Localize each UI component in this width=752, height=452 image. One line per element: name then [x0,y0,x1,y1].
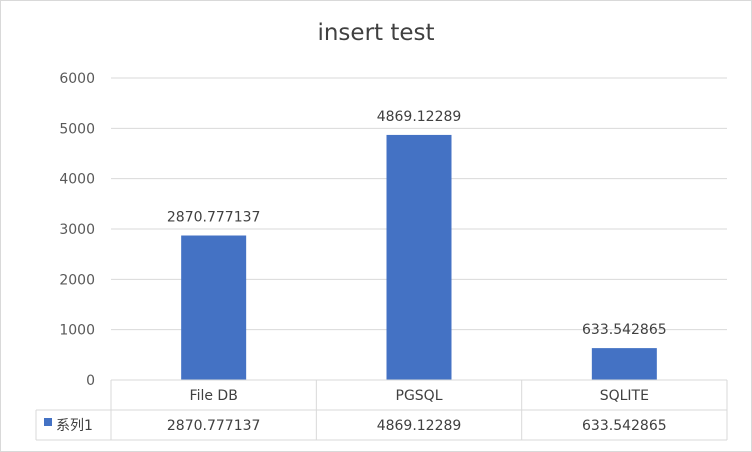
y-tick-label: 2000 [59,272,95,288]
x-tick-label: SQLITE [600,388,649,404]
table-value: 633.542865 [582,418,667,434]
y-tick-label: 3000 [59,222,95,238]
y-tick-label: 1000 [59,323,95,339]
data-label: 2870.777137 [167,210,261,226]
y-tick-label: 4000 [59,172,95,188]
table-value: 4869.12289 [377,418,462,434]
x-tick-label: File DB [190,388,238,404]
y-tick-label: 5000 [59,121,95,137]
y-tick-label: 6000 [59,71,95,87]
x-tick-label: PGSQL [396,388,443,404]
chart-title: insert test [317,20,435,46]
bar [181,235,247,380]
data-label: 4869.12289 [377,109,462,125]
legend-swatch [44,418,52,426]
legend-label: 系列1 [56,418,93,434]
table-value: 2870.777137 [167,418,261,434]
bar [591,348,657,380]
y-tick-label: 0 [86,373,95,389]
bar [386,134,452,380]
data-label: 633.542865 [582,322,667,338]
